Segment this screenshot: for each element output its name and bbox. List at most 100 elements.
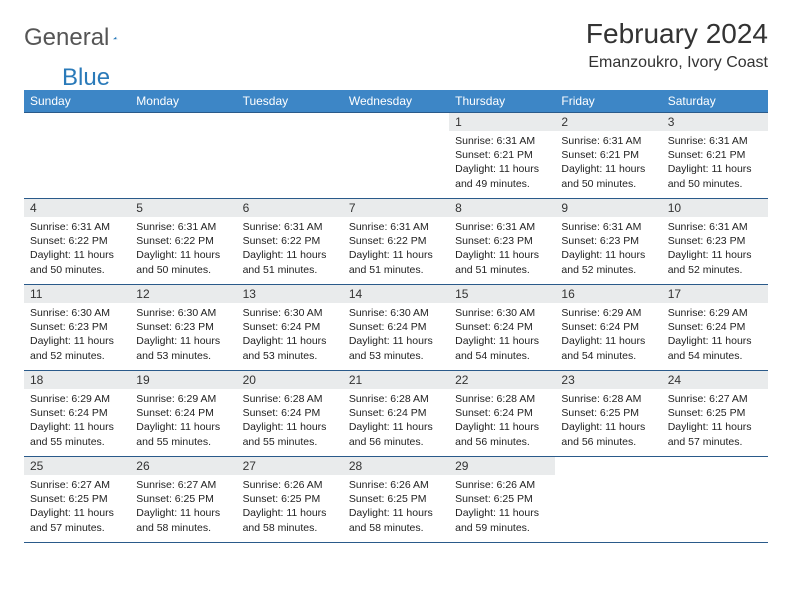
sunrise-text: Sunrise: 6:27 AM (136, 478, 230, 492)
sunrise-text: Sunrise: 6:26 AM (243, 478, 337, 492)
calendar-day-cell: 21Sunrise: 6:28 AMSunset: 6:24 PMDayligh… (343, 371, 449, 457)
calendar-week-row: 4Sunrise: 6:31 AMSunset: 6:22 PMDaylight… (24, 199, 768, 285)
calendar-day-cell: 17Sunrise: 6:29 AMSunset: 6:24 PMDayligh… (662, 285, 768, 371)
day-number: 19 (130, 371, 236, 389)
daylight-text: Daylight: 11 hours and 55 minutes. (30, 420, 124, 448)
sunset-text: Sunset: 6:25 PM (243, 492, 337, 506)
sunrise-text: Sunrise: 6:30 AM (455, 306, 549, 320)
sunrise-text: Sunrise: 6:28 AM (455, 392, 549, 406)
sunset-text: Sunset: 6:25 PM (668, 406, 762, 420)
sunrise-text: Sunrise: 6:29 AM (136, 392, 230, 406)
daylight-text: Daylight: 11 hours and 52 minutes. (668, 248, 762, 276)
sunrise-text: Sunrise: 6:31 AM (30, 220, 124, 234)
calendar-day-cell: 13Sunrise: 6:30 AMSunset: 6:24 PMDayligh… (237, 285, 343, 371)
day-number: 27 (237, 457, 343, 475)
sunrise-text: Sunrise: 6:31 AM (561, 134, 655, 148)
sunset-text: Sunset: 6:24 PM (668, 320, 762, 334)
day-number: 25 (24, 457, 130, 475)
day-body: Sunrise: 6:31 AMSunset: 6:23 PMDaylight:… (555, 217, 661, 281)
day-header: Sunday (24, 90, 130, 113)
calendar-day-cell: 7Sunrise: 6:31 AMSunset: 6:22 PMDaylight… (343, 199, 449, 285)
sunset-text: Sunset: 6:25 PM (349, 492, 443, 506)
calendar-day-cell: 19Sunrise: 6:29 AMSunset: 6:24 PMDayligh… (130, 371, 236, 457)
day-body: Sunrise: 6:31 AMSunset: 6:21 PMDaylight:… (449, 131, 555, 195)
sunset-text: Sunset: 6:22 PM (30, 234, 124, 248)
calendar-day-cell: 8Sunrise: 6:31 AMSunset: 6:23 PMDaylight… (449, 199, 555, 285)
calendar-day-cell: 27Sunrise: 6:26 AMSunset: 6:25 PMDayligh… (237, 457, 343, 543)
day-header: Saturday (662, 90, 768, 113)
calendar-day-cell: 28Sunrise: 6:26 AMSunset: 6:25 PMDayligh… (343, 457, 449, 543)
day-number (130, 113, 236, 131)
calendar-day-cell: 9Sunrise: 6:31 AMSunset: 6:23 PMDaylight… (555, 199, 661, 285)
sunrise-text: Sunrise: 6:26 AM (455, 478, 549, 492)
sunrise-text: Sunrise: 6:28 AM (243, 392, 337, 406)
daylight-text: Daylight: 11 hours and 52 minutes. (30, 334, 124, 362)
daylight-text: Daylight: 11 hours and 57 minutes. (668, 420, 762, 448)
day-body: Sunrise: 6:31 AMSunset: 6:22 PMDaylight:… (130, 217, 236, 281)
daylight-text: Daylight: 11 hours and 57 minutes. (30, 506, 124, 534)
day-body: Sunrise: 6:27 AMSunset: 6:25 PMDaylight:… (662, 389, 768, 453)
day-body: Sunrise: 6:29 AMSunset: 6:24 PMDaylight:… (662, 303, 768, 367)
location: Emanzoukro, Ivory Coast (586, 54, 768, 72)
day-body: Sunrise: 6:28 AMSunset: 6:24 PMDaylight:… (449, 389, 555, 453)
calendar-day-cell: 23Sunrise: 6:28 AMSunset: 6:25 PMDayligh… (555, 371, 661, 457)
daylight-text: Daylight: 11 hours and 51 minutes. (243, 248, 337, 276)
day-number: 10 (662, 199, 768, 217)
sunrise-text: Sunrise: 6:26 AM (349, 478, 443, 492)
sunrise-text: Sunrise: 6:29 AM (30, 392, 124, 406)
day-header: Monday (130, 90, 236, 113)
calendar-day-cell (130, 113, 236, 199)
day-number (343, 113, 449, 131)
brand-logo: General (24, 24, 143, 52)
sunset-text: Sunset: 6:21 PM (455, 148, 549, 162)
calendar-day-cell: 20Sunrise: 6:28 AMSunset: 6:24 PMDayligh… (237, 371, 343, 457)
day-number: 28 (343, 457, 449, 475)
daylight-text: Daylight: 11 hours and 59 minutes. (455, 506, 549, 534)
day-body: Sunrise: 6:29 AMSunset: 6:24 PMDaylight:… (24, 389, 130, 453)
calendar-day-cell (555, 457, 661, 543)
header: General February 2024 Emanzoukro, Ivory … (24, 18, 768, 72)
day-number: 16 (555, 285, 661, 303)
day-body: Sunrise: 6:31 AMSunset: 6:22 PMDaylight:… (24, 217, 130, 281)
sunset-text: Sunset: 6:23 PM (668, 234, 762, 248)
sunrise-text: Sunrise: 6:30 AM (30, 306, 124, 320)
sunset-text: Sunset: 6:22 PM (243, 234, 337, 248)
sunrise-text: Sunrise: 6:31 AM (668, 220, 762, 234)
month-title: February 2024 (586, 18, 768, 50)
daylight-text: Daylight: 11 hours and 53 minutes. (243, 334, 337, 362)
day-number (555, 457, 661, 475)
day-body: Sunrise: 6:26 AMSunset: 6:25 PMDaylight:… (343, 475, 449, 539)
daylight-text: Daylight: 11 hours and 56 minutes. (349, 420, 443, 448)
sunrise-text: Sunrise: 6:31 AM (136, 220, 230, 234)
day-number (24, 113, 130, 131)
sunset-text: Sunset: 6:25 PM (136, 492, 230, 506)
calendar-day-cell: 15Sunrise: 6:30 AMSunset: 6:24 PMDayligh… (449, 285, 555, 371)
daylight-text: Daylight: 11 hours and 51 minutes. (349, 248, 443, 276)
day-body: Sunrise: 6:26 AMSunset: 6:25 PMDaylight:… (237, 475, 343, 539)
calendar-week-row: 1Sunrise: 6:31 AMSunset: 6:21 PMDaylight… (24, 113, 768, 199)
brand-word1: General (24, 24, 109, 52)
sunrise-text: Sunrise: 6:31 AM (349, 220, 443, 234)
day-number: 4 (24, 199, 130, 217)
day-number: 8 (449, 199, 555, 217)
sunset-text: Sunset: 6:24 PM (349, 320, 443, 334)
day-header: Thursday (449, 90, 555, 113)
calendar-day-cell: 25Sunrise: 6:27 AMSunset: 6:25 PMDayligh… (24, 457, 130, 543)
calendar-day-cell: 1Sunrise: 6:31 AMSunset: 6:21 PMDaylight… (449, 113, 555, 199)
sunset-text: Sunset: 6:24 PM (561, 320, 655, 334)
calendar-day-cell (24, 113, 130, 199)
calendar-day-cell: 10 Sunrise: 6:31 AMSunset: 6:23 PMDayligh… (662, 199, 768, 285)
day-number: 2 (555, 113, 661, 131)
day-number (237, 113, 343, 131)
day-number: 15 (449, 285, 555, 303)
daylight-text: Daylight: 11 hours and 51 minutes. (455, 248, 549, 276)
calendar-day-cell (662, 457, 768, 543)
daylight-text: Daylight: 11 hours and 56 minutes. (561, 420, 655, 448)
sunrise-text: Sunrise: 6:31 AM (243, 220, 337, 234)
sunrise-text: Sunrise: 6:31 AM (561, 220, 655, 234)
sunrise-text: Sunrise: 6:29 AM (668, 306, 762, 320)
daylight-text: Daylight: 11 hours and 52 minutes. (561, 248, 655, 276)
title-block: February 2024 Emanzoukro, Ivory Coast (586, 18, 768, 72)
calendar-day-cell: 29Sunrise: 6:26 AMSunset: 6:25 PMDayligh… (449, 457, 555, 543)
day-number: 18 (24, 371, 130, 389)
